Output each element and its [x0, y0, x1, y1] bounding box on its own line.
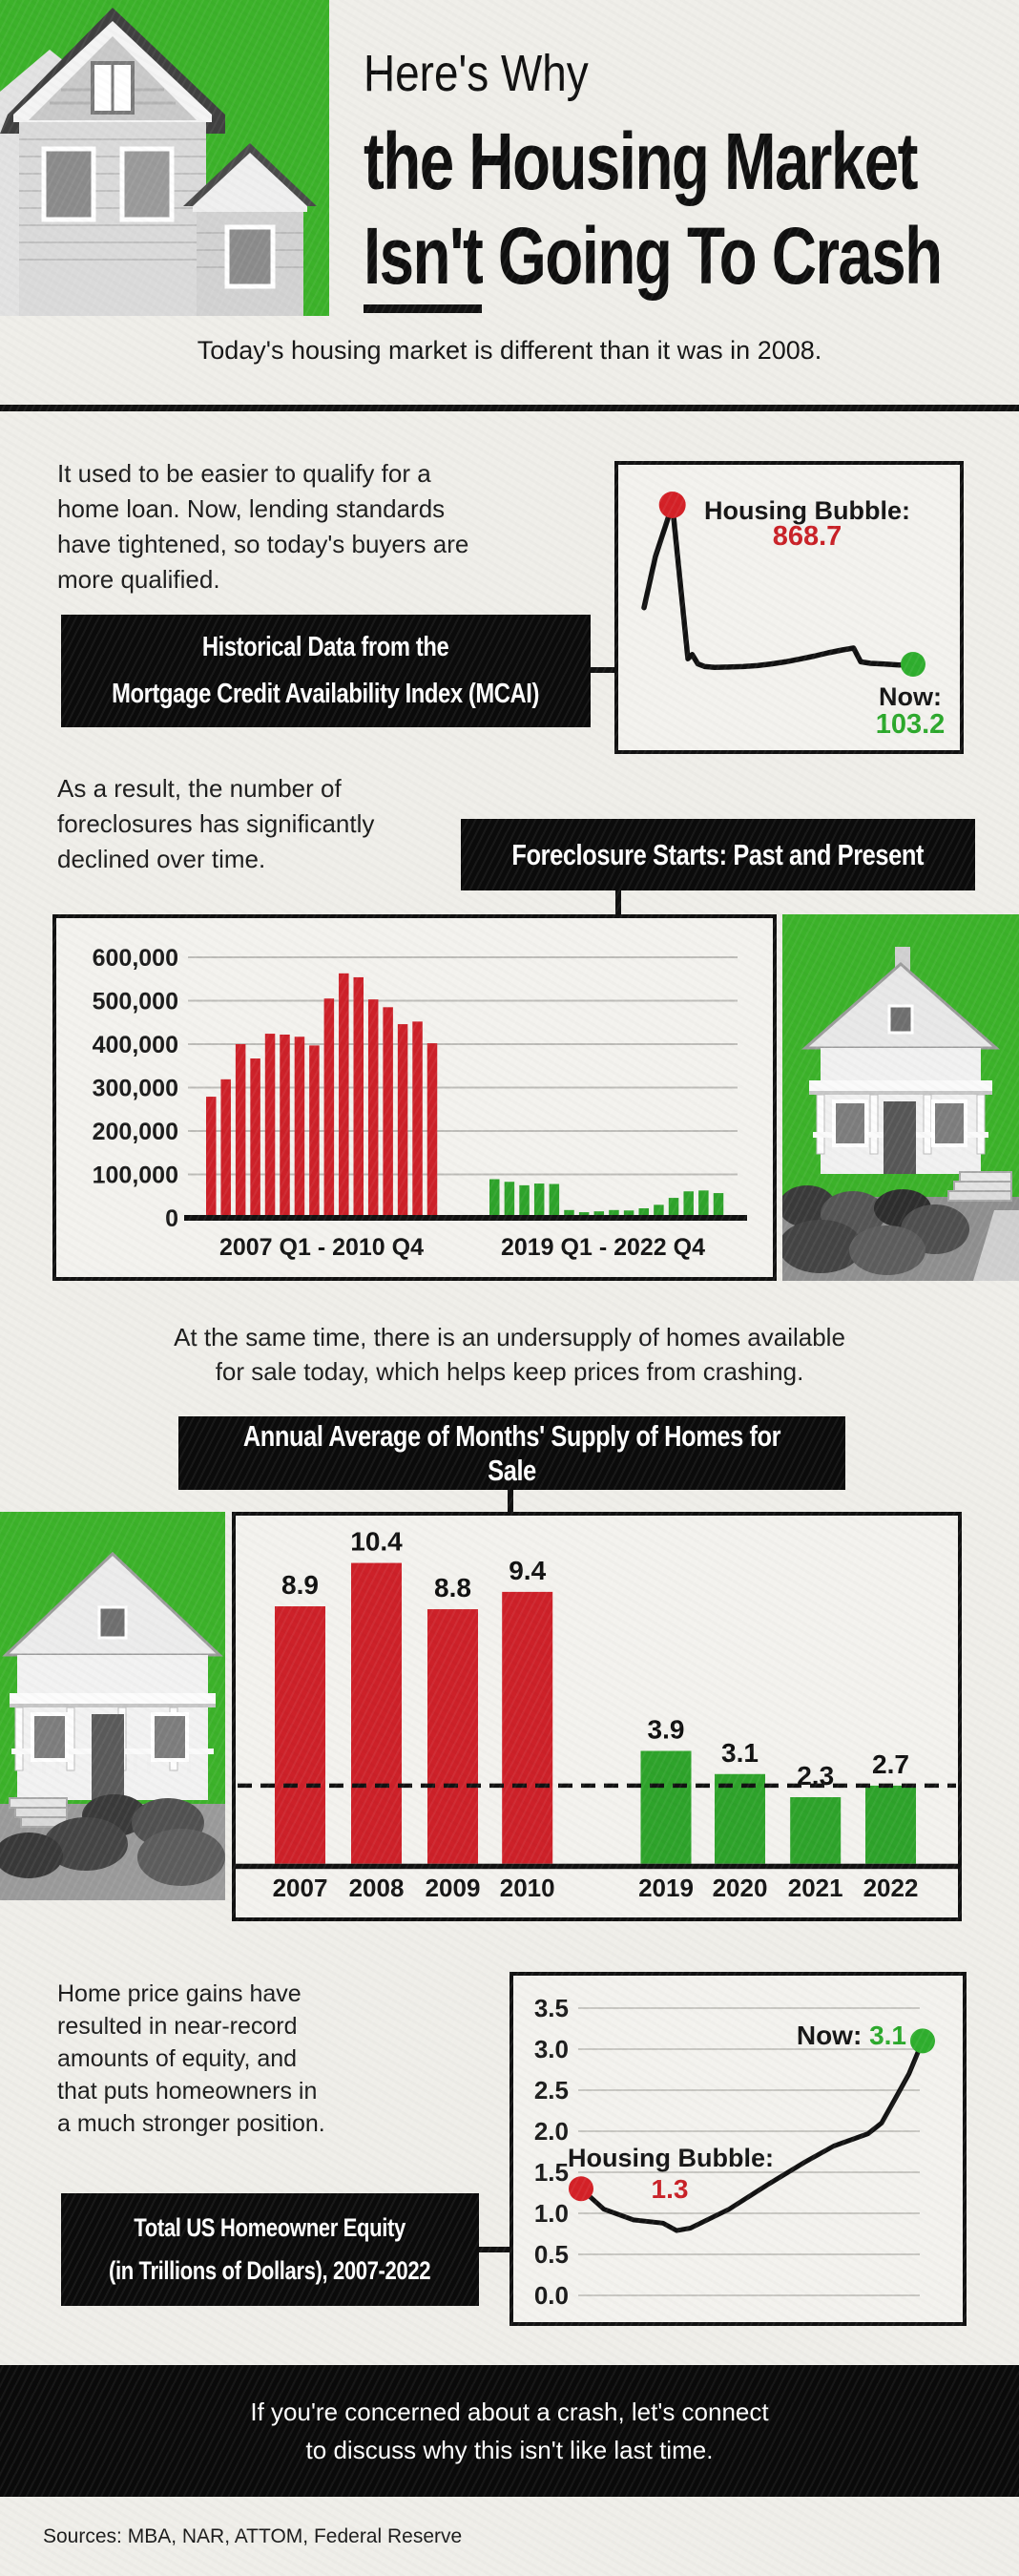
svg-text:2007: 2007	[273, 1874, 328, 1902]
svg-text:600,000: 600,000	[93, 945, 178, 972]
top-divider	[0, 405, 1019, 411]
house-photo-two-story-icon	[0, 1551, 225, 1900]
svg-text:2022: 2022	[863, 1874, 919, 1902]
svg-text:868.7: 868.7	[773, 521, 842, 552]
mcai-body-text: It used to be easier to qualify for a ho…	[57, 459, 469, 594]
foreclosure-body-text: As a result, the number of foreclosures …	[57, 774, 375, 873]
house-photo-header-icon	[0, 8, 317, 316]
page-subtitle: Today's housing market is different than…	[197, 336, 822, 365]
foreclosure-green-block	[779, 914, 1019, 1281]
foreclosure-chart-svg: 600,000 500,000 400,000 300,000 200,000 100,0…	[93, 945, 747, 1261]
equity-label-box: Total US Homeowner Equity (in Trillions …	[61, 2193, 479, 2306]
mcai-label-box: Historical Data from the Mortgage Credit…	[61, 615, 591, 727]
supply-label-box: Annual Average of Months' Supply of Home…	[178, 1416, 845, 1490]
foreclosure-label-box: Foreclosure Starts: Past and Present	[461, 819, 975, 890]
house-photo-porch-icon	[779, 947, 1019, 1281]
svg-text:2.7: 2.7	[872, 1749, 909, 1779]
mcai-label-text: Historical Data from the Mortgage Credit…	[112, 632, 540, 709]
foreclosure-connector-line	[615, 890, 621, 914]
svg-text:1.5: 1.5	[534, 2158, 569, 2187]
svg-text:3.9: 3.9	[648, 1715, 685, 1745]
svg-text:3.1: 3.1	[721, 1738, 759, 1768]
svg-text:Now: 3.1: Now: 3.1	[797, 2021, 906, 2050]
svg-text:2021: 2021	[788, 1874, 843, 1902]
foreclosure-label-text: Foreclosure Starts: Past and Present	[511, 837, 925, 871]
svg-text:400,000: 400,000	[93, 1032, 178, 1058]
mcai-line-chart: Housing Bubble: 868.7 Now: 103.2	[614, 461, 964, 754]
svg-text:1.3: 1.3	[652, 2174, 689, 2204]
svg-text:2.0: 2.0	[534, 2117, 569, 2146]
header-green-block	[0, 0, 329, 316]
supply-bar-chart: 8.9 10.4 8.8 9.4 3.9 3.1 2.3 2.7 2007 2008 2009 201…	[232, 1512, 962, 1921]
svg-text:3.5: 3.5	[534, 1994, 569, 2022]
svg-text:103.2: 103.2	[876, 709, 946, 740]
mcai-chart-svg: Housing Bubble:868.7 Now:103.2	[641, 492, 946, 740]
svg-text:9.4: 9.4	[509, 1556, 546, 1585]
svg-text:0: 0	[165, 1205, 178, 1232]
page-title-line3: Isn't Going To Crash	[364, 210, 943, 313]
svg-text:Housing Bubble:: Housing Bubble:	[568, 2144, 774, 2172]
svg-text:Now:: Now:	[879, 682, 942, 711]
svg-text:300,000: 300,000	[93, 1076, 178, 1102]
supply-label-text: Annual Average of Months' Supply of Home…	[242, 1418, 781, 1487]
svg-text:100,000: 100,000	[93, 1162, 178, 1189]
svg-text:3.0: 3.0	[534, 2035, 569, 2063]
foreclosure-bar-chart: 600,000 500,000 400,000 300,000 200,000 100,0…	[52, 914, 777, 1281]
svg-text:0.5: 0.5	[534, 2240, 569, 2269]
supply-green-block	[0, 1512, 225, 1900]
page-title-line1: Here's Why	[364, 45, 589, 102]
svg-text:2019: 2019	[638, 1874, 694, 1902]
footer-cta-text: If you're concerned about a crash, let's…	[250, 2398, 769, 2464]
supply-body-text: At the same time, there is an undersuppl…	[174, 1323, 845, 1386]
svg-text:8.9: 8.9	[281, 1570, 319, 1600]
equity-connector-line	[479, 2247, 510, 2252]
equity-chart-svg: 3.5 3.0 2.5 2.0 1.5 1.0 0.5 0.0 Housing Bubble:1…	[534, 1994, 935, 2310]
mcai-connector-line	[591, 667, 614, 673]
page-title-line2: the Housing Market	[364, 116, 918, 206]
supply-connector-line	[508, 1490, 513, 1512]
svg-text:500,000: 500,000	[93, 989, 178, 1016]
sources-text: Sources: MBA, NAR, ATTOM, Federal Reserv…	[43, 2525, 463, 2547]
title-line3-rest: Going To Crash	[482, 211, 943, 301]
equity-line-chart: 3.5 3.0 2.5 2.0 1.5 1.0 0.5 0.0 Housing Bubble: 1…	[510, 1972, 967, 2326]
equity-label-text: Total US Homeowner Equity (in Trillions …	[109, 2213, 431, 2285]
svg-text:1.0: 1.0	[534, 2199, 569, 2228]
svg-text:2007 Q1 - 2010 Q4: 2007 Q1 - 2010 Q4	[219, 1234, 424, 1261]
svg-text:Housing Bubble:: Housing Bubble:	[704, 496, 910, 525]
svg-text:2010: 2010	[500, 1874, 555, 1902]
svg-text:2.5: 2.5	[534, 2076, 569, 2105]
svg-text:2020: 2020	[713, 1874, 768, 1902]
footer-cta-band: If you're concerned about a crash, let's…	[0, 2365, 1019, 2497]
svg-text:2008: 2008	[349, 1874, 405, 1902]
equity-body-text: Home price gains have resulted in near-r…	[57, 1980, 325, 2137]
title-underlined-word: Isn't	[364, 211, 484, 313]
svg-text:2009: 2009	[426, 1874, 481, 1902]
svg-text:0.0: 0.0	[534, 2281, 569, 2310]
svg-text:10.4: 10.4	[350, 1527, 403, 1557]
svg-text:2019 Q1 - 2022 Q4: 2019 Q1 - 2022 Q4	[501, 1234, 705, 1261]
svg-text:200,000: 200,000	[93, 1119, 178, 1145]
svg-text:8.8: 8.8	[434, 1573, 471, 1602]
